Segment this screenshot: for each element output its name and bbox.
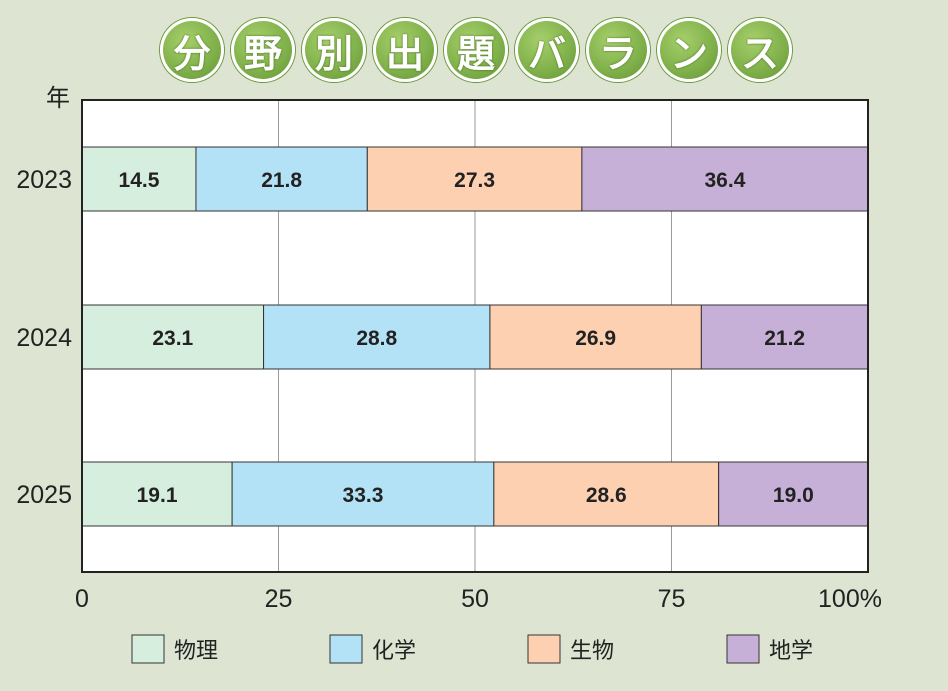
- data-label: 36.4: [705, 169, 746, 192]
- bar-segment: [489, 304, 702, 370]
- title-char: ン: [657, 18, 721, 82]
- bar-segment: [231, 461, 495, 527]
- data-label: 26.9: [575, 327, 616, 350]
- y-axis-title: 年: [46, 85, 70, 112]
- title-char: バ: [515, 18, 579, 82]
- title-char: 野: [231, 18, 295, 82]
- bar-segment: [263, 304, 491, 370]
- y-tick-label: 2024: [16, 324, 72, 352]
- legend-swatch: [726, 634, 760, 664]
- x-tick-label: 25: [265, 585, 293, 613]
- bar-segment: [581, 146, 869, 212]
- data-label: 21.2: [764, 327, 805, 350]
- data-label: 33.3: [343, 484, 384, 507]
- bar-segment: [81, 146, 197, 212]
- bar-segment: [81, 461, 233, 527]
- legend-label: 化学: [372, 638, 416, 663]
- title-char: ス: [728, 18, 792, 82]
- data-label: 23.1: [152, 327, 193, 350]
- data-label: 19.0: [773, 484, 814, 507]
- plot-frame: [81, 99, 869, 573]
- bar-segment: [81, 304, 265, 370]
- bar-segment: [366, 146, 583, 212]
- data-label: 21.8: [261, 169, 302, 192]
- data-label: 28.8: [356, 327, 397, 350]
- y-tick-label: 2023: [16, 166, 72, 194]
- legend-label: 生物: [570, 638, 614, 663]
- bar-segment: [195, 146, 368, 212]
- legend-swatch: [527, 634, 561, 664]
- title-char: 題: [444, 18, 508, 82]
- title-char: ラ: [586, 18, 650, 82]
- title-char: 出: [373, 18, 437, 82]
- x-tick-label: 0: [75, 585, 89, 613]
- bar-segment: [493, 461, 720, 527]
- bar-segment: [700, 304, 869, 370]
- legend-label: 物理: [174, 638, 218, 663]
- chart-title: 分野別出題バランス: [160, 18, 792, 82]
- y-tick-label: 2025: [16, 481, 72, 509]
- legend-swatch: [131, 634, 165, 664]
- data-label: 19.1: [137, 484, 178, 507]
- x-tick-label: 50: [461, 585, 489, 613]
- title-char: 分: [160, 18, 224, 82]
- title-char: 別: [302, 18, 366, 82]
- data-label: 14.5: [119, 169, 160, 192]
- bar-segment: [718, 461, 869, 527]
- data-label: 27.3: [454, 169, 495, 192]
- x-tick-label: 75: [658, 585, 686, 613]
- x-tick-label: 100%: [818, 585, 882, 613]
- legend-label: 地学: [769, 638, 813, 663]
- legend-swatch: [329, 634, 363, 664]
- data-label: 28.6: [586, 484, 627, 507]
